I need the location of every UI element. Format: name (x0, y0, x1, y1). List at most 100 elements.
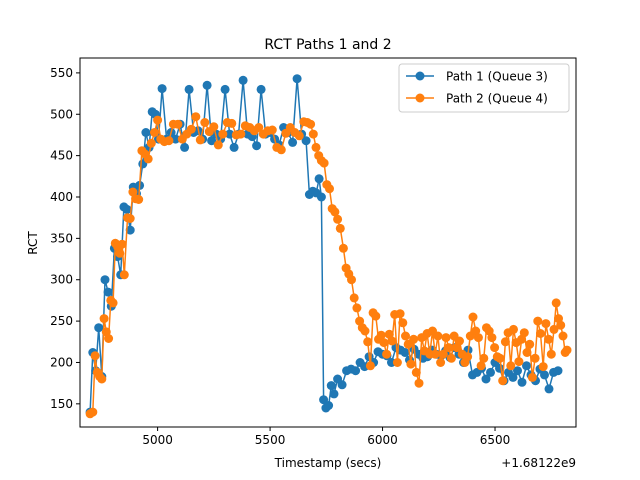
data-point (347, 275, 356, 285)
data-point (338, 243, 348, 253)
x-tick-label: 6000 (367, 433, 398, 447)
data-point (517, 377, 527, 387)
series-path-2-queue-4 (85, 112, 572, 419)
data-point (88, 407, 98, 417)
data-point (100, 275, 110, 285)
y-tick-label: 400 (50, 190, 73, 204)
data-point (522, 361, 531, 371)
data-point (411, 367, 421, 377)
data-point (314, 174, 324, 184)
data-point (122, 204, 132, 214)
data-point (395, 309, 405, 319)
data-point (186, 124, 196, 134)
data-point (164, 136, 174, 146)
data-point (509, 324, 518, 334)
data-point (553, 366, 563, 376)
data-point (180, 142, 190, 152)
data-point (481, 374, 491, 384)
data-point (306, 119, 316, 129)
data-point (229, 142, 239, 152)
y-tick-label: 500 (50, 107, 73, 121)
data-point (486, 367, 495, 377)
data-point (444, 343, 454, 353)
data-point (316, 192, 326, 202)
data-point (337, 380, 347, 390)
data-point (330, 207, 340, 217)
x-axis-label: Timestamp (secs) (274, 456, 382, 470)
data-point (294, 131, 304, 141)
data-point (153, 115, 163, 125)
data-point (414, 378, 424, 388)
data-point (319, 158, 329, 168)
data-point (134, 195, 144, 204)
data-point (301, 136, 311, 146)
data-point (335, 223, 345, 233)
data-point (406, 359, 416, 369)
data-point (479, 353, 489, 363)
data-point (352, 303, 362, 313)
data-point (119, 270, 129, 280)
data-point (276, 145, 286, 155)
data-point (97, 374, 107, 384)
data-point (463, 352, 473, 362)
legend-label: Path 1 (Queue 3) (446, 70, 548, 84)
data-point (541, 319, 551, 329)
data-point (236, 129, 246, 139)
data-point (254, 123, 264, 132)
chart-title: RCT Paths 1 and 2 (264, 37, 391, 53)
data-point (363, 337, 373, 347)
data-point (267, 125, 277, 135)
data-point (225, 129, 235, 139)
data-point (533, 316, 543, 326)
data-point (324, 401, 334, 410)
data-point (99, 314, 109, 324)
data-point (487, 333, 497, 343)
data-point (220, 84, 230, 94)
data-point (326, 381, 336, 391)
data-point (556, 320, 566, 330)
plot-frame (79, 57, 577, 428)
data-point (238, 75, 248, 85)
data-point (213, 140, 223, 150)
data-point (519, 328, 529, 338)
legend-box (398, 63, 570, 113)
data-point (513, 366, 522, 376)
data-point (227, 118, 237, 128)
data-point (195, 135, 205, 145)
data-point (200, 118, 210, 127)
data-point (476, 361, 486, 371)
data-point (400, 348, 410, 357)
data-point (376, 330, 386, 340)
data-point (544, 384, 554, 394)
data-point (433, 331, 443, 341)
data-point (292, 74, 302, 84)
data-point (157, 84, 167, 94)
legend-item: Path 1 (Queue 3) (406, 70, 548, 84)
data-point (360, 326, 370, 336)
data-point (530, 353, 540, 363)
data-point (125, 214, 135, 223)
legend-marker (415, 71, 425, 81)
data-point (252, 141, 262, 151)
data-point (398, 318, 408, 328)
data-point (202, 80, 212, 90)
data-point (409, 334, 419, 344)
data-point (436, 358, 446, 367)
y-tick-label: 550 (50, 66, 73, 80)
data-point (522, 348, 532, 357)
data-point (333, 214, 343, 224)
data-point (527, 372, 537, 382)
data-point (514, 357, 524, 367)
data-point (288, 137, 298, 147)
legend-label: Path 2 (Queue 4) (446, 92, 548, 106)
x-tick-label: 5500 (255, 433, 286, 447)
plot-area (85, 74, 572, 419)
data-point (125, 225, 135, 235)
legend-marker (415, 93, 425, 103)
data-point (94, 323, 104, 333)
data-point (150, 128, 159, 137)
x-tick-label: 6500 (480, 433, 511, 447)
data-point (540, 370, 549, 380)
data-point (495, 353, 505, 363)
data-point (498, 376, 508, 386)
